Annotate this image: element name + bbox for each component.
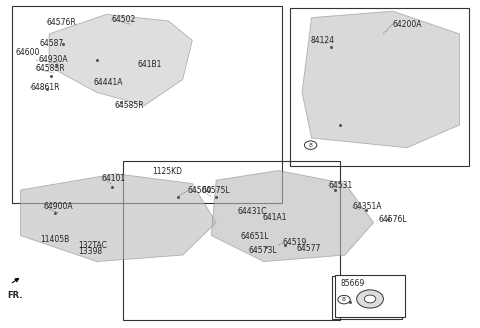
Polygon shape [302, 11, 459, 148]
Text: 641A1: 641A1 [263, 213, 288, 222]
Text: 641B1: 641B1 [137, 60, 162, 69]
Text: 64576R: 64576R [47, 18, 76, 27]
Text: FR.: FR. [8, 291, 23, 300]
Text: 11405B: 11405B [40, 235, 70, 244]
Text: 64930A: 64930A [38, 55, 68, 64]
Text: 64351A: 64351A [352, 202, 382, 212]
Text: 132TAC: 132TAC [79, 241, 108, 251]
Text: 64500: 64500 [188, 186, 212, 195]
Text: 1125KD: 1125KD [152, 167, 182, 176]
Polygon shape [211, 171, 373, 261]
Text: 64583R: 64583R [36, 64, 65, 73]
Text: 64200A: 64200A [393, 20, 422, 29]
Text: 64519: 64519 [283, 238, 307, 247]
Circle shape [304, 141, 317, 149]
Text: 64573L: 64573L [249, 246, 277, 255]
Text: 64585R: 64585R [115, 101, 144, 110]
Text: 64101: 64101 [102, 174, 126, 183]
Text: 64600: 64600 [16, 48, 40, 57]
Text: 64431C: 64431C [238, 207, 267, 215]
Circle shape [364, 295, 376, 303]
Text: 64900A: 64900A [43, 202, 73, 212]
Polygon shape [49, 14, 192, 106]
Text: 64531: 64531 [328, 181, 352, 190]
Circle shape [357, 290, 384, 308]
Circle shape [338, 296, 350, 304]
Bar [123, 161, 340, 320]
Text: 64861R: 64861R [30, 83, 60, 92]
Text: 64575L: 64575L [202, 186, 230, 195]
Bar [336, 275, 405, 317]
Polygon shape [21, 174, 216, 261]
Bar [290, 8, 469, 166]
Text: 84124: 84124 [311, 36, 335, 45]
Text: 64502: 64502 [111, 15, 135, 24]
Text: 64587: 64587 [39, 39, 64, 48]
Bar [12, 6, 281, 203]
Text: 13398: 13398 [79, 247, 103, 256]
Text: 64576L: 64576L [378, 215, 407, 224]
Text: 8: 8 [309, 143, 312, 148]
Text: 8: 8 [342, 297, 346, 302]
Text: 85669: 85669 [340, 279, 364, 288]
Text: 64651L: 64651L [241, 232, 269, 241]
Text: 64441A: 64441A [93, 78, 122, 87]
Bar [332, 276, 402, 319]
Text: 64577: 64577 [296, 244, 321, 253]
